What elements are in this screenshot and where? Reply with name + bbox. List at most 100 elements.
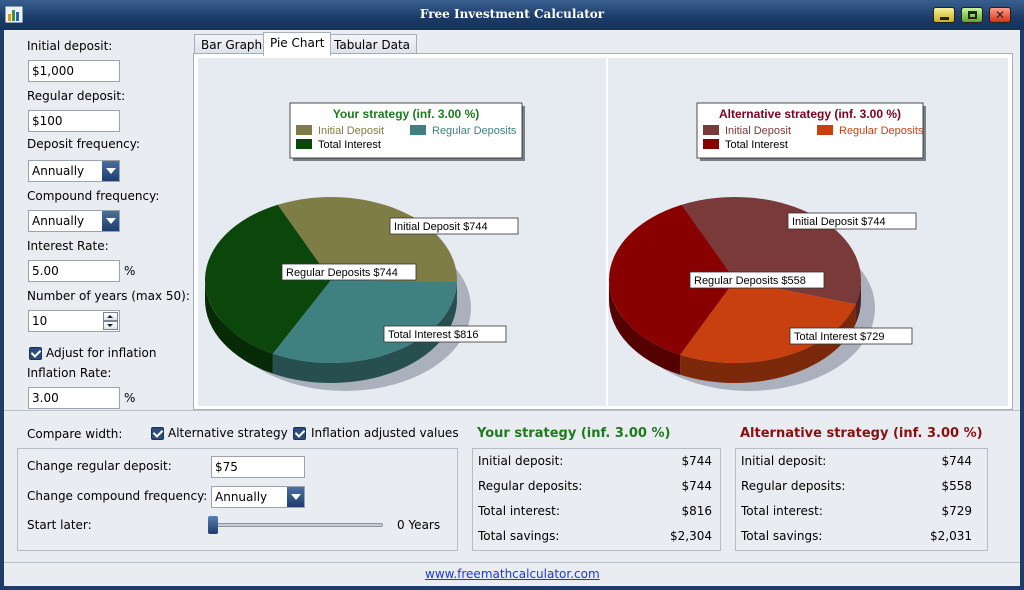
alt-row-label: Total interest:: [741, 504, 823, 518]
interest-rate-unit: %: [124, 264, 136, 278]
chevron-down-icon[interactable]: [102, 161, 119, 181]
left-slice-label: Initial Deposit $744: [394, 221, 488, 233]
alternative-strategy-label[interactable]: Alternative strategy: [168, 426, 288, 440]
change-regular-label: Change regular deposit:: [27, 459, 172, 473]
deposit-frequency-label: Deposit frequency:: [27, 137, 141, 151]
maximize-button[interactable]: [961, 7, 983, 23]
spin-up-icon[interactable]: [103, 312, 118, 321]
left-pie-chart: Initial Deposit $744 Regular Deposits $74…: [205, 102, 525, 391]
start-later-slider[interactable]: [211, 523, 383, 527]
maximize-icon: [968, 11, 977, 19]
compound-frequency-select[interactable]: Annually: [28, 210, 120, 232]
spin-down-icon[interactable]: [103, 321, 118, 330]
adjust-inflation-label[interactable]: Adjust for inflation: [46, 346, 157, 360]
alternative-strategy-title: Alternative strategy (inf. 3.00 %): [740, 426, 983, 441]
left-legend-label: Total Interest: [318, 139, 381, 151]
left-slice-side-total-interest: [205, 280, 273, 374]
alt-row-value: $744: [941, 454, 972, 468]
start-later-slider-thumb[interactable]: [208, 516, 218, 534]
left-slice-label-box: [281, 263, 417, 281]
yours-row-value: $816: [681, 504, 712, 518]
main-window: Initial deposit: $1,000 Regular deposit:…: [4, 30, 1020, 586]
right-slice-side-regular-deposits: [680, 304, 856, 383]
chart-area: Initial Deposit $744 Regular Deposits $74…: [198, 58, 1008, 406]
left-legend-swatch: [296, 125, 312, 135]
left-legend-swatch: [296, 139, 312, 149]
your-strategy-title: Your strategy (inf. 3.00 %): [477, 426, 671, 441]
right-legend-swatch: [703, 125, 719, 135]
left-slice-label: Regular Deposits $744: [286, 267, 398, 279]
right-slice-side-total-interest: [609, 280, 681, 375]
close-button[interactable]: ✕: [989, 7, 1011, 23]
yours-row-label: Total interest:: [478, 504, 560, 518]
initial-deposit-input[interactable]: $1,000: [28, 60, 120, 82]
years-input[interactable]: 10: [28, 310, 120, 332]
chevron-down-icon[interactable]: [287, 487, 304, 507]
yours-row-label: Regular deposits:: [478, 479, 583, 493]
right-slice-label-box: [689, 271, 825, 289]
window-title: Free Investment Calculator: [419, 7, 605, 21]
tab-tabular-data[interactable]: Tabular Data: [327, 34, 418, 55]
right-legend-label: Regular Deposits: [839, 125, 924, 137]
right-slice-total-interest: [609, 204, 735, 355]
your-strategy-summary: Initial deposit: $744 Regular deposits: …: [472, 448, 721, 551]
close-icon: ✕: [995, 8, 1006, 22]
app-icon: [5, 6, 23, 23]
left-slice-label-box: [383, 325, 507, 343]
left-legend: [289, 102, 523, 159]
change-compound-value: Annually: [215, 490, 268, 504]
chevron-down-icon[interactable]: [102, 211, 119, 231]
interest-rate-input[interactable]: 5.00: [28, 260, 120, 282]
alt-row-label: Total savings:: [741, 529, 823, 543]
compound-frequency-label: Compound frequency:: [27, 189, 160, 203]
yours-row-value: $744: [681, 454, 712, 468]
inflation-adjusted-checkbox[interactable]: [293, 427, 306, 440]
left-slice-side-regular-deposits: [272, 281, 457, 383]
regular-deposit-label: Regular deposit:: [27, 89, 126, 103]
alternative-settings-group: Change regular deposit: $75 Change compo…: [17, 448, 458, 551]
right-legend-swatch: [703, 139, 719, 149]
tab-bar-graph[interactable]: Bar Graph: [194, 34, 270, 55]
years-value: 10: [32, 314, 48, 328]
inflation-rate-label: Inflation Rate:: [27, 366, 112, 380]
start-later-label: Start later:: [27, 518, 92, 532]
inflation-adjusted-label[interactable]: Inflation adjusted values: [311, 426, 459, 440]
inflation-rate-input[interactable]: 3.00: [28, 387, 120, 409]
years-label: Number of years (max 50):: [27, 289, 190, 303]
deposit-frequency-select[interactable]: Annually: [28, 160, 120, 182]
footer-divider: [4, 562, 1020, 563]
years-spinner[interactable]: [103, 312, 118, 331]
right-legend: [696, 102, 924, 159]
alt-row-label: Initial deposit:: [741, 454, 827, 468]
right-pie-chart: Initial Deposit $744 Regular Deposits $55…: [609, 102, 926, 391]
adjust-inflation-checkbox[interactable]: [29, 347, 42, 360]
regular-deposit-input[interactable]: $100: [28, 110, 120, 132]
right-slice-label: Initial Deposit $744: [792, 216, 886, 228]
left-slice-total-interest: [205, 204, 331, 354]
alt-row-value: $558: [941, 479, 972, 493]
title-bar[interactable]: Free Investment Calculator ✕: [0, 0, 1024, 30]
tab-pie-chart[interactable]: Pie Chart: [263, 32, 332, 56]
change-regular-input[interactable]: $75: [211, 456, 305, 478]
alternative-strategy-summary: Initial deposit: $744 Regular deposits: …: [735, 448, 988, 551]
start-later-value: 0 Years: [397, 518, 441, 532]
yours-row-value: $2,304: [670, 529, 712, 543]
alt-row-label: Regular deposits:: [741, 479, 846, 493]
left-slice-label-box: [389, 217, 519, 235]
minimize-button[interactable]: [933, 7, 955, 23]
left-slice-label: Total Interest $816: [388, 329, 479, 341]
compare-label: Compare width:: [27, 427, 123, 441]
left-chart-title: Your strategy (inf. 3.00 %): [333, 107, 479, 121]
deposit-frequency-value: Annually: [32, 164, 85, 178]
alternative-strategy-checkbox[interactable]: [151, 427, 164, 440]
right-chart-title: Alternative strategy (inf. 3.00 %): [719, 107, 901, 121]
right-legend-swatch: [817, 125, 833, 135]
alt-row-value: $729: [941, 504, 972, 518]
change-compound-select[interactable]: Annually: [211, 486, 305, 508]
compound-frequency-value: Annually: [32, 214, 85, 228]
right-legend-label: Total Interest: [725, 139, 788, 151]
inflation-rate-unit: %: [124, 391, 136, 405]
website-link[interactable]: www.freemathcalculator.com: [425, 567, 600, 581]
right-legend-label: Initial Deposit: [725, 125, 791, 137]
yours-row-label: Total savings:: [478, 529, 560, 543]
